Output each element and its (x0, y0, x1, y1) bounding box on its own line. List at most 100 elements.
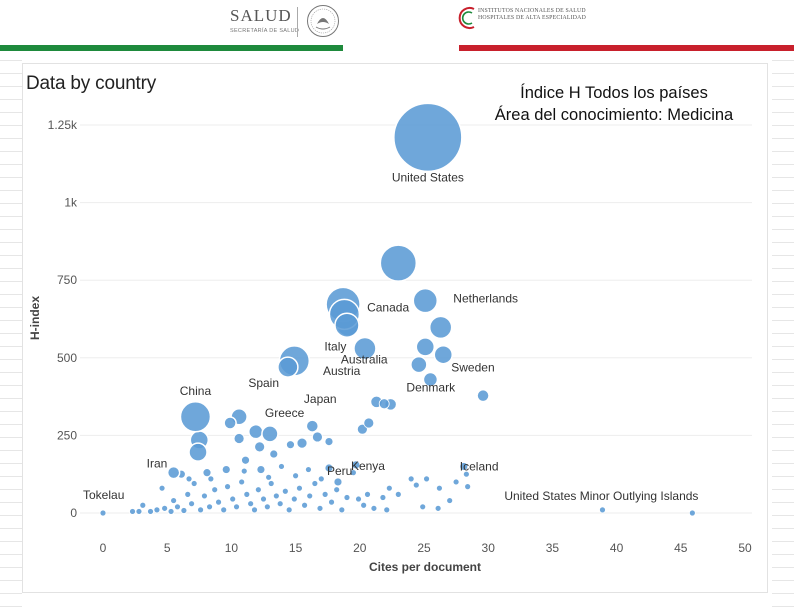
country-bubble-sweden (433, 344, 454, 365)
country-label-japan: Japan (304, 392, 337, 406)
country-bubble (292, 472, 300, 480)
country-bubble (201, 492, 208, 500)
country-bubble (269, 449, 279, 459)
country-bubble (221, 465, 231, 474)
institutes-line1: INSTITUTOS NACIONALES DE SALUD (478, 8, 586, 14)
axis-ticks: 0 250 500 750 1k 1.25k 0 5 10 15 20 25 30 35 40 45 50 (48, 118, 752, 555)
country-bubble (324, 437, 334, 447)
country-bubble (241, 455, 250, 465)
country-bubble (317, 475, 325, 483)
country-bubble (211, 486, 219, 494)
country-bubble (349, 469, 357, 477)
country-bubble (161, 504, 169, 512)
country-bubble (207, 475, 215, 483)
country-label-austria: Austria (323, 364, 361, 378)
country-bubble (180, 507, 188, 514)
salud-logo-subtitle: SECRETARÍA DE SALUD (230, 28, 300, 34)
country-bubble (167, 508, 175, 515)
x-tick-label: 20 (353, 541, 367, 555)
overlay-title-line1: Índice H Todos los países (520, 84, 708, 102)
country-bubble-china (179, 401, 212, 433)
country-bubble-iran (166, 465, 181, 480)
country-bubble (363, 417, 375, 429)
x-tick-label: 30 (482, 541, 496, 555)
country-bubble (338, 506, 346, 514)
y-tick-label: 1k (64, 196, 78, 210)
salud-logo-text: SALUD (230, 6, 292, 25)
country-bubble (220, 506, 228, 514)
country-bubble-denmark (422, 371, 439, 388)
country-bubble (296, 437, 308, 449)
country-bubble (360, 501, 368, 509)
x-tick-label: 35 (546, 541, 560, 555)
country-bubble (248, 423, 264, 440)
country-label-denmark: Denmark (406, 381, 456, 395)
x-tick-label: 50 (738, 541, 752, 555)
country-bubble (385, 484, 393, 492)
country-bubble (364, 490, 371, 498)
country-bubble (215, 498, 222, 506)
country-bubble (276, 500, 284, 508)
country-bubble (147, 508, 154, 515)
logo-divider (297, 7, 298, 37)
country-bubble-united-states-minor-outlying-islands (688, 509, 696, 517)
country-bubble-kenya (351, 460, 361, 470)
country-bubble-australia (353, 336, 377, 361)
country-bubble (139, 501, 147, 509)
x-tick-label: 25 (417, 541, 431, 555)
country-bubble (383, 506, 391, 514)
x-axis-title: Cites per document (369, 560, 481, 574)
country-bubble (129, 508, 136, 515)
country-label-iceland: Iceland (460, 459, 499, 473)
country-label-spain: Spain (248, 376, 279, 390)
country-bubble (185, 475, 193, 483)
country-bubble (312, 431, 323, 443)
green-stripe (0, 45, 343, 51)
country-bubble (423, 475, 430, 483)
country-bubble-united-states (393, 102, 463, 173)
country-bubble (446, 497, 454, 504)
country-bubble (251, 506, 258, 514)
country-label-kenya: Kenya (351, 459, 385, 473)
country-bubble (158, 484, 166, 492)
country-label-australia: Australia (341, 352, 388, 366)
country-bubble (290, 495, 298, 503)
country-bubble (265, 473, 273, 481)
overlay-title-line2: Área del conocimiento: Medicina (494, 106, 734, 124)
country-bubble (306, 492, 314, 500)
country-bubble (272, 492, 280, 500)
y-tick-label: 1.25k (48, 118, 78, 132)
country-bubble-tokelau (99, 509, 107, 517)
country-bubble (343, 494, 351, 501)
x-tick-label: 5 (164, 541, 171, 555)
country-bubble (285, 506, 293, 514)
country-bubble (436, 484, 443, 492)
country-bubble (206, 503, 213, 511)
slide-header: SALUD SECRETARÍA DE SALUD INSTITUTOS NAC… (0, 0, 794, 60)
country-bubble (434, 504, 442, 512)
x-tick-label: 40 (610, 541, 624, 555)
country-bubble (296, 484, 303, 492)
country-bubble (415, 337, 436, 357)
y-tick-label: 250 (57, 428, 77, 442)
x-tick-label: 45 (674, 541, 688, 555)
country-bubble-japan (277, 356, 299, 378)
country-bubble (452, 478, 460, 486)
country-bubble (305, 466, 312, 473)
country-label-sweden: Sweden (451, 361, 494, 375)
chart-panel (22, 63, 768, 593)
country-bubble (281, 487, 289, 495)
country-bubble (135, 508, 143, 515)
country-bubble (254, 441, 266, 453)
country-bubble (254, 486, 262, 494)
country-bubble (599, 506, 606, 514)
x-tick-label: 15 (289, 541, 303, 555)
country-label-united-states-minor-outlying-islands: United States Minor Outlying Islands (504, 489, 698, 503)
country-bubble (267, 480, 275, 487)
country-bubble (170, 497, 178, 504)
ruled-margin-right (772, 60, 794, 610)
y-tick-label: 0 (70, 506, 77, 520)
country-bubble (394, 490, 402, 498)
country-bubble (224, 483, 231, 491)
country-bubble (184, 490, 192, 498)
